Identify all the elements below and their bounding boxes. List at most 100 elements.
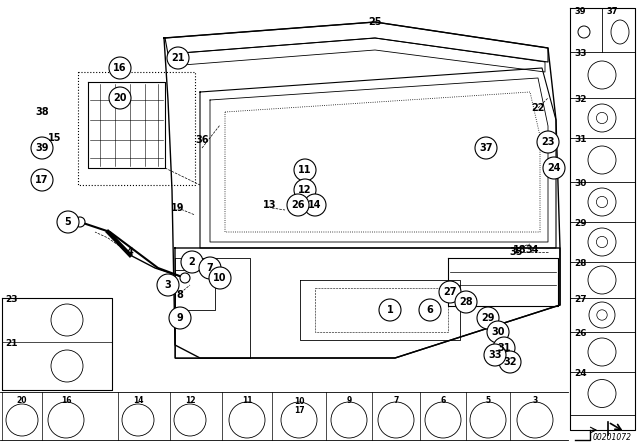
Text: 29: 29 [481,313,495,323]
Circle shape [484,344,506,366]
Text: 6: 6 [440,396,445,405]
Circle shape [304,194,326,216]
Text: 32: 32 [503,357,516,367]
Circle shape [75,217,85,227]
Text: 14: 14 [308,200,322,210]
Text: 8: 8 [177,290,184,300]
Text: 24: 24 [547,163,561,173]
Circle shape [543,157,565,179]
Circle shape [294,159,316,181]
Circle shape [31,137,53,159]
Text: 20: 20 [113,93,127,103]
Text: 33: 33 [488,350,502,360]
Text: 5: 5 [485,396,491,405]
Text: 35: 35 [509,247,523,257]
Text: 23: 23 [5,295,17,304]
Text: 37: 37 [606,7,618,16]
Circle shape [6,404,38,436]
Circle shape [588,104,616,132]
Text: 12: 12 [185,396,195,405]
Text: 9: 9 [177,313,184,323]
Circle shape [455,291,477,313]
Circle shape [51,304,83,336]
Circle shape [209,267,231,289]
Circle shape [157,274,179,296]
Circle shape [588,338,616,366]
Circle shape [169,307,191,329]
Text: 10: 10 [213,273,227,283]
Text: 31: 31 [574,135,586,144]
Circle shape [596,237,607,248]
Circle shape [439,281,461,303]
Text: 23: 23 [541,137,555,147]
Text: 11: 11 [242,396,252,405]
Text: 28: 28 [459,297,473,307]
Text: 4: 4 [127,247,133,257]
Text: 7: 7 [207,263,213,273]
Circle shape [578,26,590,38]
Text: 10: 10 [294,397,304,406]
Circle shape [588,228,616,256]
Text: 39: 39 [35,143,49,153]
Circle shape [588,379,616,408]
Text: 21: 21 [172,53,185,63]
Circle shape [596,310,607,320]
Text: 28: 28 [574,259,586,268]
Circle shape [470,402,506,438]
Circle shape [596,196,607,207]
Circle shape [122,404,154,436]
Circle shape [425,402,461,438]
Text: 22: 22 [531,103,545,113]
Text: 20: 20 [17,396,28,405]
Text: 27: 27 [444,287,457,297]
Text: 27: 27 [574,295,587,304]
Text: 6: 6 [427,305,433,315]
Circle shape [199,257,221,279]
Circle shape [588,146,616,174]
Text: 14: 14 [132,396,143,405]
Circle shape [475,137,497,159]
Circle shape [493,337,515,359]
Circle shape [596,112,607,124]
Circle shape [537,131,559,153]
Text: 2: 2 [189,257,195,267]
Text: 39: 39 [574,7,586,16]
Text: 3: 3 [532,396,538,405]
Text: 38: 38 [35,107,49,117]
Text: 5: 5 [65,217,72,227]
Circle shape [229,402,265,438]
Circle shape [181,251,203,273]
Text: 33: 33 [574,49,586,58]
Text: 13: 13 [263,200,276,210]
Circle shape [517,402,553,438]
Text: 32: 32 [574,95,586,104]
Text: 29: 29 [574,219,587,228]
Text: 25: 25 [368,17,381,27]
Text: 19: 19 [172,203,185,213]
Text: 31: 31 [497,343,511,353]
Text: 16: 16 [61,396,71,405]
Text: 7: 7 [394,396,399,405]
Text: 17: 17 [35,175,49,185]
Circle shape [294,179,316,201]
Text: 34: 34 [525,245,539,255]
Circle shape [588,266,616,294]
Text: 16: 16 [113,63,127,73]
Text: 17: 17 [294,406,304,415]
Text: 11: 11 [298,165,312,175]
Circle shape [51,350,83,382]
Circle shape [57,211,79,233]
Circle shape [487,321,509,343]
Text: 3: 3 [164,280,172,290]
Text: 24: 24 [574,369,587,378]
Circle shape [48,402,84,438]
Text: 26: 26 [574,329,586,338]
Circle shape [174,404,206,436]
Text: 30: 30 [574,179,586,188]
Circle shape [378,402,414,438]
Circle shape [419,299,441,321]
Text: 26: 26 [291,200,305,210]
Circle shape [180,273,190,283]
Circle shape [499,351,521,373]
Text: 9: 9 [346,396,351,405]
